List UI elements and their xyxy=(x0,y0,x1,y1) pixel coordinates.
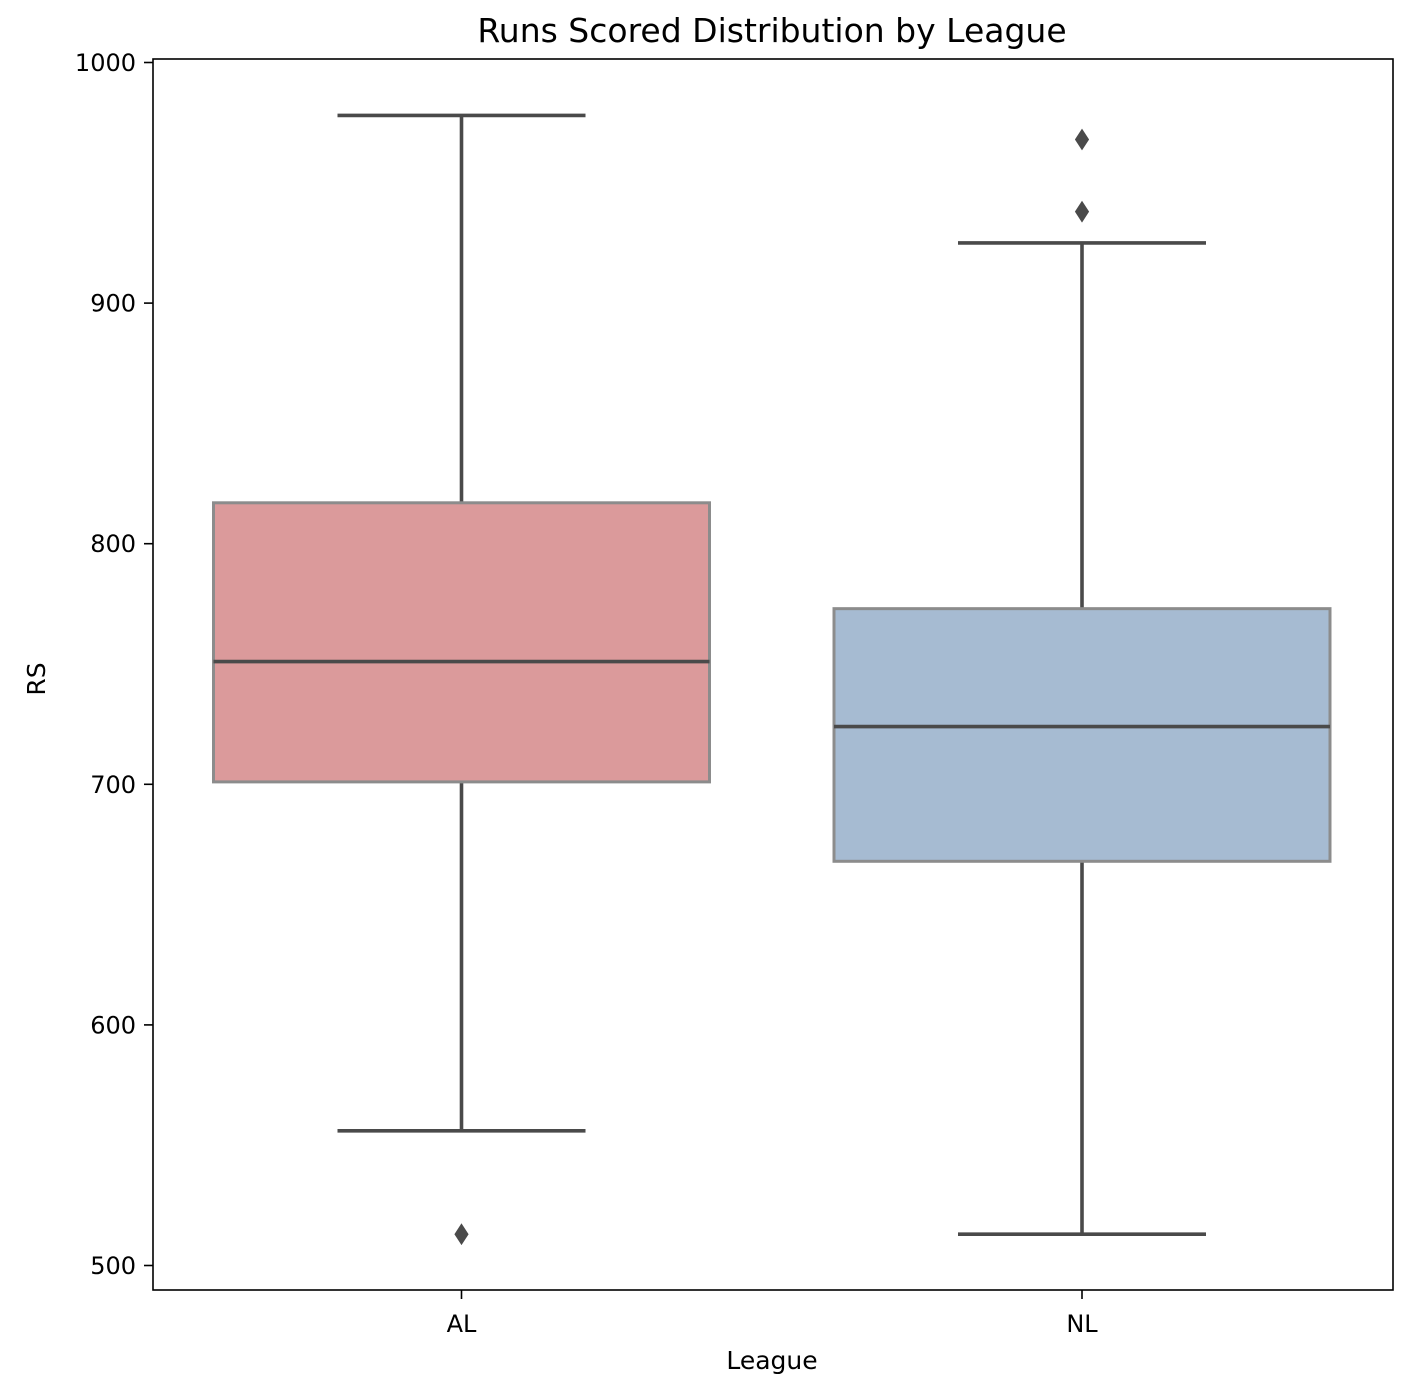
iqr-box xyxy=(832,607,1332,863)
x-tick-label-al: AL xyxy=(447,1310,477,1338)
chart-title: Runs Scored Distribution by League xyxy=(477,11,1066,50)
outlier-point xyxy=(1074,200,1090,223)
y-tick-label: 500 xyxy=(90,1252,136,1280)
outlier-point xyxy=(454,1223,469,1246)
box-group-al xyxy=(212,113,711,1246)
box-group-nl xyxy=(832,128,1332,1237)
plot-frame xyxy=(152,58,1394,1291)
y-axis-label: RS xyxy=(22,662,51,695)
y-tick-label: 700 xyxy=(90,771,136,799)
y-tick-label: 600 xyxy=(90,1011,136,1039)
x-axis: AL NL xyxy=(447,1290,1098,1338)
x-axis-label: League xyxy=(726,1346,817,1375)
y-tick-label: 800 xyxy=(90,530,136,558)
y-axis: 500 600 700 800 900 1000 xyxy=(75,49,153,1280)
y-tick-label: 1000 xyxy=(75,49,136,77)
plot-area xyxy=(212,113,1332,1246)
outlier-point xyxy=(1074,128,1090,151)
x-tick-label-nl: NL xyxy=(1066,1310,1098,1338)
iqr-box xyxy=(212,501,711,784)
y-tick-label: 900 xyxy=(90,290,136,318)
